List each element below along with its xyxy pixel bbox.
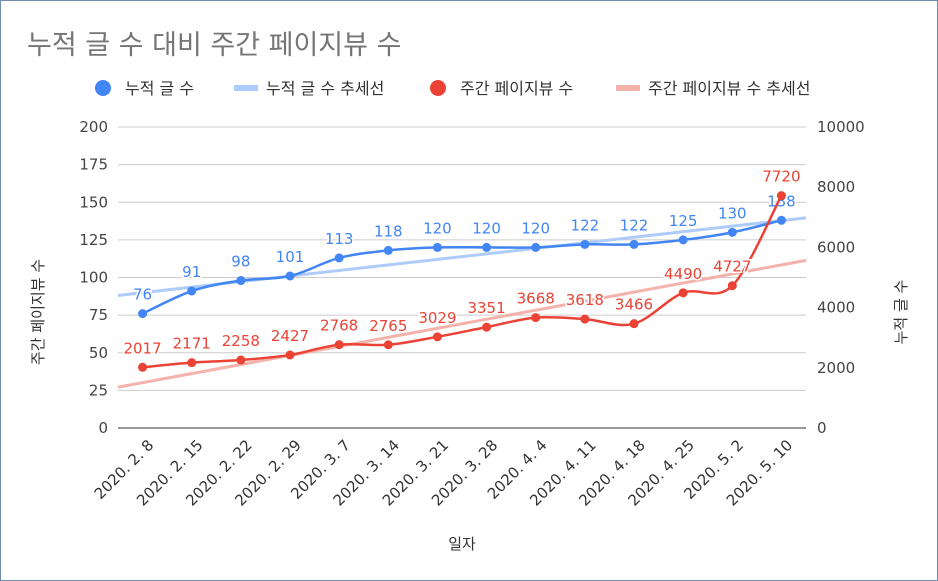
data-point — [383, 340, 393, 350]
right-tick-label: 2000 — [817, 359, 855, 377]
left-tick-label: 0 — [98, 419, 108, 437]
data-label: 120 — [521, 219, 550, 237]
right-tick-label: 0 — [817, 419, 827, 437]
data-point — [138, 309, 148, 319]
data-point — [138, 362, 148, 372]
data-point — [629, 319, 639, 329]
data-point — [432, 242, 442, 252]
data-point — [383, 245, 393, 255]
left-axis-title: 주간 페이지뷰 수 — [29, 259, 47, 365]
data-label: 7720 — [762, 168, 800, 186]
data-point — [727, 227, 737, 237]
legend-marker — [430, 80, 446, 96]
left-tick-label: 50 — [89, 344, 108, 362]
chart-title: 누적 글 수 대비 주간 페이지뷰 수 — [27, 30, 402, 61]
data-label: 101 — [276, 248, 305, 266]
data-point — [482, 242, 492, 252]
left-tick-label: 200 — [79, 118, 108, 136]
legend-label: 누적 글 수 — [125, 79, 194, 98]
data-point — [776, 215, 786, 225]
data-label: 122 — [620, 216, 649, 234]
data-point — [629, 239, 639, 249]
data-point — [776, 191, 786, 201]
data-label: 91 — [182, 263, 201, 281]
legend-label: 주간 페이지뷰 수 — [460, 79, 573, 98]
right-tick-label: 8000 — [817, 178, 855, 196]
data-label: 120 — [423, 219, 452, 237]
data-point — [236, 355, 246, 365]
legend-marker — [616, 85, 640, 91]
data-point — [580, 239, 590, 249]
legend-marker — [234, 85, 258, 91]
trendline-3 — [117, 258, 807, 389]
data-label: 3466 — [615, 296, 653, 314]
data-point — [482, 322, 492, 332]
x-axis-title: 일자 — [448, 535, 476, 553]
data-label: 125 — [669, 212, 698, 230]
right-axis-title: 누적 글 수 — [892, 280, 910, 345]
right-tick-label: 10000 — [817, 118, 865, 136]
data-point — [727, 281, 737, 291]
data-label: 118 — [374, 222, 403, 240]
left-tick-label: 150 — [79, 193, 108, 211]
data-point — [432, 332, 442, 342]
data-point — [531, 313, 541, 323]
legend-label: 누적 글 수 추세선 — [266, 79, 384, 98]
data-label: 2768 — [320, 317, 358, 335]
data-label: 3618 — [566, 291, 604, 309]
data-label: 4727 — [713, 258, 751, 276]
legend-marker — [95, 80, 111, 96]
data-point — [531, 242, 541, 252]
data-point — [678, 235, 688, 245]
right-tick-label: 4000 — [817, 299, 855, 317]
data-point — [580, 314, 590, 324]
data-label: 2765 — [369, 317, 407, 335]
data-point — [334, 340, 344, 350]
data-label: 76 — [133, 286, 152, 304]
left-tick-label: 125 — [79, 231, 108, 249]
data-label: 3351 — [467, 299, 505, 317]
right-tick-label: 6000 — [817, 238, 855, 256]
data-label: 98 — [231, 253, 250, 271]
data-label: 2427 — [271, 327, 309, 345]
data-label: 4490 — [664, 265, 702, 283]
data-label: 120 — [472, 219, 501, 237]
data-label: 2258 — [222, 332, 260, 350]
data-point — [236, 276, 246, 286]
data-label: 2017 — [123, 339, 161, 357]
data-label: 113 — [325, 230, 354, 248]
legend-label: 주간 페이지뷰 수 추세선 — [648, 79, 810, 98]
data-point — [285, 350, 295, 360]
data-label: 3668 — [517, 290, 555, 308]
left-tick-label: 100 — [79, 269, 108, 287]
left-tick-label: 75 — [89, 306, 108, 324]
data-point — [334, 253, 344, 263]
data-label: 138 — [767, 192, 796, 210]
data-point — [187, 286, 197, 296]
data-point — [285, 271, 295, 281]
left-tick-label: 25 — [89, 381, 108, 399]
data-label: 122 — [571, 216, 600, 234]
data-point — [678, 288, 688, 298]
data-point — [187, 358, 197, 368]
data-label: 3029 — [418, 309, 456, 327]
data-label: 2171 — [173, 335, 211, 353]
left-tick-label: 175 — [79, 156, 108, 174]
data-label: 130 — [718, 204, 747, 222]
